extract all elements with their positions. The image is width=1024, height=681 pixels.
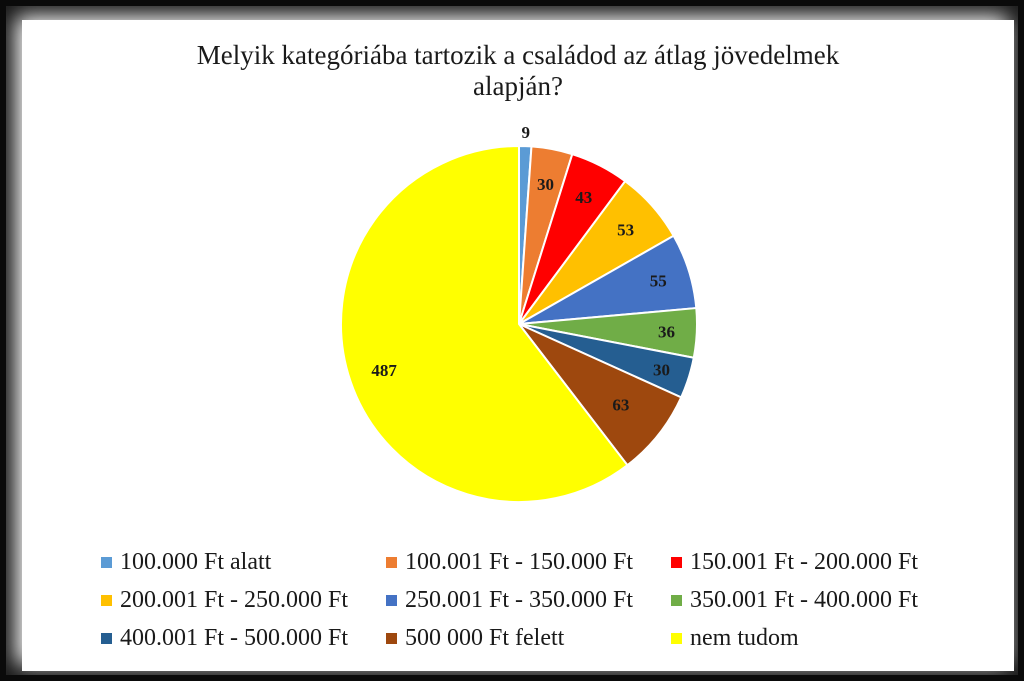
legend-item-9: nem tudom [671, 621, 971, 655]
chart-legend: 100.000 Ft alatt 100.001 Ft - 150.000 Ft 1… [101, 545, 1001, 655]
legend-item-2: 100.001 Ft - 150.000 Ft [386, 545, 671, 579]
legend-swatch [386, 594, 397, 606]
chart-area: Melyik kategóriába tartozik a családod a… [22, 20, 1014, 671]
legend-item-5: 250.001 Ft - 350.000 Ft [386, 583, 671, 617]
legend-swatch [671, 632, 682, 644]
legend-item-4: 200.001 Ft - 250.000 Ft [101, 583, 386, 617]
data-label-2: 30 [537, 175, 554, 194]
legend-label: 150.001 Ft - 200.000 Ft [690, 549, 919, 575]
data-label-9: 487 [371, 361, 397, 380]
legend-item-3: 150.001 Ft - 200.000 Ft [671, 545, 971, 579]
legend-swatch [101, 594, 112, 606]
legend-item-6: 350.001 Ft - 400.000 Ft [671, 583, 971, 617]
data-label-7: 30 [653, 360, 670, 379]
legend-swatch [101, 632, 112, 644]
chart-title-line-1: Melyik kategóriába tartozik a családod a… [196, 40, 840, 70]
chart-title: Melyik kategóriába tartozik a családod a… [22, 40, 1014, 102]
legend-label: 250.001 Ft - 350.000 Ft [405, 587, 634, 613]
legend-item-7: 400.001 Ft - 500.000 Ft [101, 621, 386, 655]
data-label-4: 53 [617, 221, 634, 240]
legend-item-1: 100.000 Ft alatt [101, 545, 386, 579]
legend-label: nem tudom [690, 625, 799, 651]
legend-label: 500 000 Ft felett [405, 625, 565, 651]
pie-chart: 9 30 43 53 55 36 30 63 487 [340, 123, 698, 503]
data-label-5: 55 [650, 271, 667, 290]
legend-swatch [101, 556, 112, 568]
legend-label: 200.001 Ft - 250.000 Ft [120, 587, 349, 613]
legend-label: 100.000 Ft alatt [120, 549, 272, 575]
legend-label: 350.001 Ft - 400.000 Ft [690, 587, 919, 613]
legend-swatch [386, 632, 397, 644]
legend-swatch [671, 594, 682, 606]
legend-swatch [671, 556, 682, 568]
data-label-1: 9 [521, 123, 530, 142]
pie-slice-9 [340, 144, 629, 503]
data-label-8: 63 [612, 396, 629, 415]
legend-item-8: 500 000 Ft felett [386, 621, 671, 655]
chart-title-line-2: alapján? [473, 71, 563, 101]
legend-label: 400.001 Ft - 500.000 Ft [120, 625, 349, 651]
legend-label: 100.001 Ft - 150.000 Ft [405, 549, 634, 575]
legend-swatch [386, 556, 397, 568]
data-label-3: 43 [575, 188, 592, 207]
data-label-6: 36 [658, 322, 675, 341]
